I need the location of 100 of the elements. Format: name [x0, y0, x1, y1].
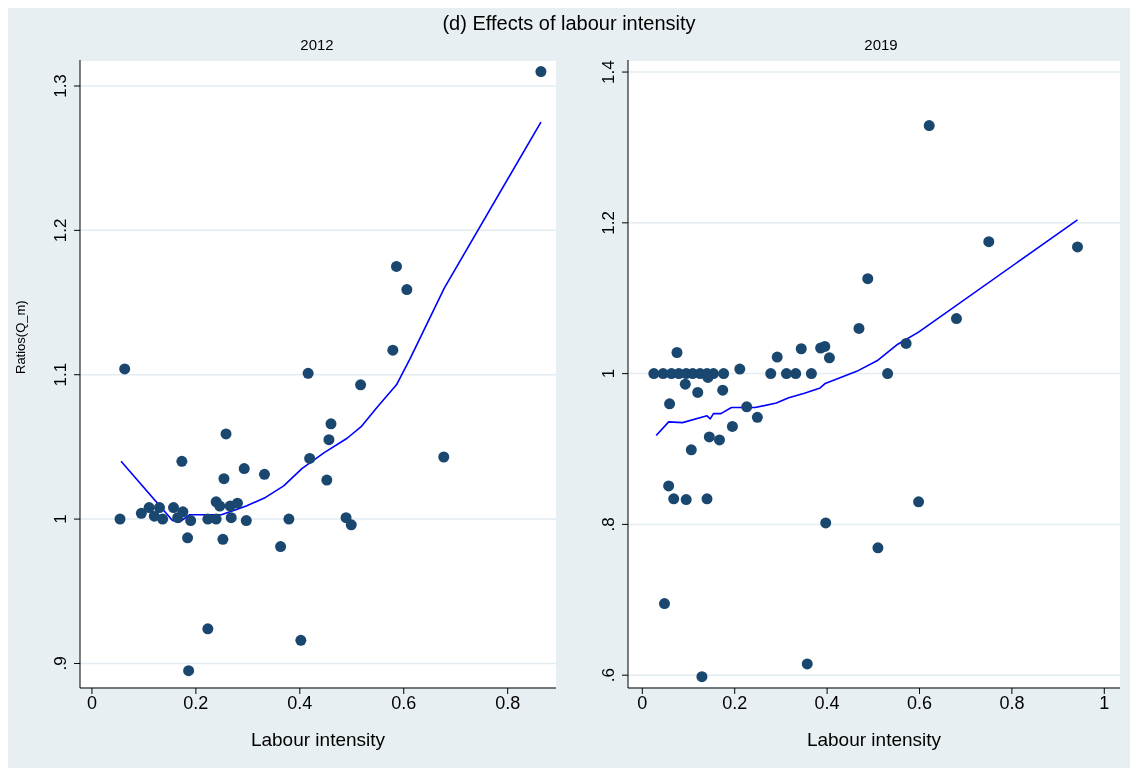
point — [820, 517, 832, 529]
chart-subtitle: 2019 — [863, 36, 899, 55]
point — [390, 260, 402, 272]
point — [157, 513, 169, 525]
x-axis-title: Labour intensity — [250, 729, 386, 750]
y-tick-label: 1.2 — [599, 211, 618, 235]
point — [900, 337, 912, 349]
point — [795, 343, 807, 355]
point — [668, 493, 680, 505]
point — [741, 401, 753, 413]
x-axis-title: Labour intensity — [806, 729, 942, 750]
point — [703, 431, 715, 443]
y-tick-label: 1.1 — [51, 362, 70, 387]
y-tick-label: 1.2 — [51, 218, 70, 243]
point — [663, 480, 675, 492]
point — [696, 671, 708, 683]
point — [923, 120, 935, 132]
y-tick-label: .9 — [51, 656, 70, 671]
x-tick-label: 0 — [86, 692, 97, 713]
point — [172, 512, 184, 524]
point — [701, 493, 713, 505]
point — [143, 502, 155, 514]
point — [135, 507, 147, 519]
point — [913, 496, 925, 508]
point — [114, 513, 126, 525]
point — [119, 363, 131, 375]
point — [872, 542, 884, 554]
point — [680, 494, 692, 506]
point — [713, 434, 725, 446]
y-tick-label: .6 — [599, 668, 618, 683]
point — [853, 322, 865, 334]
y-axis-title: Ratios(Q_m) — [12, 300, 28, 374]
point — [225, 512, 237, 524]
point — [182, 532, 194, 544]
point — [325, 418, 337, 430]
point — [671, 347, 683, 359]
point — [238, 463, 250, 475]
point — [304, 452, 316, 464]
point — [387, 344, 399, 356]
x-tick-label: 0.8 — [495, 692, 521, 713]
point — [355, 379, 367, 391]
y-tick-label: 1.3 — [51, 74, 70, 98]
line-series — [655, 219, 1079, 437]
point — [220, 428, 232, 440]
point — [734, 363, 746, 375]
point — [217, 533, 229, 545]
point — [679, 378, 691, 390]
point — [805, 368, 817, 380]
point — [218, 473, 230, 485]
point — [214, 500, 226, 512]
point — [258, 468, 270, 480]
point — [801, 658, 813, 670]
point — [717, 384, 729, 396]
x-tick-label: 1 — [1099, 692, 1110, 713]
point — [185, 515, 197, 527]
point — [283, 513, 295, 525]
point — [771, 351, 783, 363]
x-tick-label: 0.6 — [391, 692, 417, 713]
y-tick-label: 1 — [51, 514, 70, 524]
point — [183, 665, 195, 677]
point — [323, 434, 335, 446]
point — [862, 273, 874, 285]
point — [780, 368, 792, 380]
point — [790, 368, 802, 380]
point — [648, 368, 660, 380]
point — [168, 502, 180, 514]
point — [438, 451, 450, 463]
x-tick-label: 0.4 — [814, 692, 840, 713]
point — [751, 411, 763, 423]
point — [659, 598, 670, 610]
point — [321, 474, 333, 486]
y-tick-label: 1.4 — [599, 60, 618, 84]
point — [726, 420, 738, 432]
point — [154, 502, 166, 514]
point — [345, 519, 357, 531]
x-tick-label: 0.6 — [906, 692, 933, 713]
point — [983, 236, 995, 248]
point — [823, 352, 835, 364]
point — [765, 368, 777, 380]
point — [819, 340, 831, 352]
point — [295, 634, 307, 646]
point — [202, 623, 214, 635]
point — [240, 515, 252, 527]
point — [950, 313, 962, 325]
point — [685, 444, 697, 456]
chart-title: (d) Effects of labour intensity — [441, 11, 697, 36]
y-tick-label: .8 — [599, 517, 618, 532]
x-tick-label: 0.2 — [722, 692, 748, 713]
x-tick-label: 0.4 — [287, 692, 313, 713]
point — [401, 284, 413, 296]
point — [302, 367, 314, 379]
y-tick-label: 1 — [599, 368, 618, 379]
point — [1072, 241, 1083, 253]
point — [718, 368, 730, 380]
point — [275, 541, 287, 553]
x-tick-label: 0.8 — [999, 692, 1025, 713]
chart-subtitle: 2012 — [299, 36, 335, 55]
x-tick-label: 0.2 — [183, 692, 209, 713]
x-tick-label: 0 — [637, 692, 648, 713]
point — [231, 497, 243, 509]
